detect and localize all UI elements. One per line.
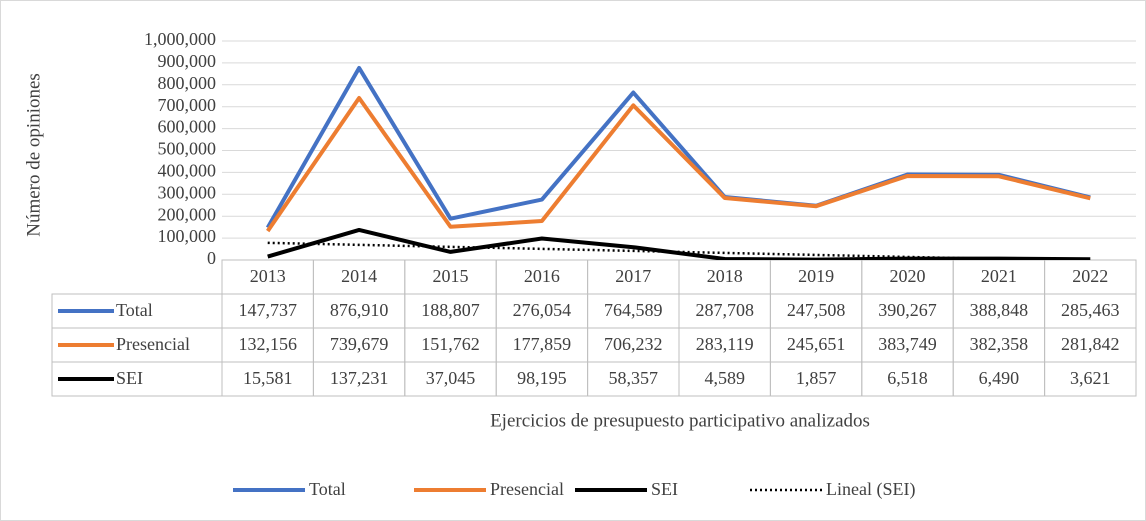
plot-area (265, 65, 1091, 260)
table-value: 6,518 (887, 368, 928, 388)
table-value: 245,651 (787, 334, 846, 354)
table-value: 147,737 (238, 300, 297, 320)
legend-label: Presencial (490, 479, 564, 499)
table-value: 283,119 (696, 334, 754, 354)
table-value: 137,231 (330, 368, 389, 388)
table-value: 390,267 (878, 300, 937, 320)
x-tick-label: 2021 (981, 266, 1017, 286)
legend-label: Total (309, 479, 346, 499)
table-value: 764,589 (604, 300, 663, 320)
x-tick-label: 2013 (250, 266, 286, 286)
x-tick-label: 2016 (524, 266, 560, 286)
table-value: 706,232 (604, 334, 663, 354)
y-tick-label: 0 (207, 248, 216, 268)
y-tick-label: 100,000 (158, 226, 217, 246)
table-value: 151,762 (421, 334, 480, 354)
series-line (266, 96, 1091, 233)
y-tick-label: 500,000 (158, 139, 217, 159)
table-value: 1,857 (796, 368, 837, 388)
table-value: 383,749 (878, 334, 937, 354)
table-row-label: SEI (116, 368, 143, 388)
table-value: 285,463 (1061, 300, 1120, 320)
table-value: 739,679 (330, 334, 389, 354)
y-tick-label: 400,000 (158, 161, 217, 181)
x-tick-label: 2015 (433, 266, 469, 286)
table-value: 388,848 (970, 300, 1029, 320)
x-tick-label: 2019 (798, 266, 834, 286)
table-value: 6,490 (979, 368, 1020, 388)
x-tick-label: 2022 (1072, 266, 1108, 286)
table-value: 287,708 (695, 300, 754, 320)
y-tick-label: 900,000 (158, 51, 217, 71)
x-tick-label: 2017 (615, 266, 651, 286)
table-value: 188,807 (421, 300, 480, 320)
y-tick-label: 300,000 (158, 182, 217, 202)
table-value: 15,581 (243, 368, 293, 388)
y-tick-label: 1,000,000 (144, 29, 216, 49)
series-line (267, 227, 1091, 260)
x-axis-title: Ejercicios de presupuesto participativo … (490, 410, 870, 431)
table-value: 382,358 (970, 334, 1029, 354)
table-value: 876,910 (330, 300, 389, 320)
table-cell (1044, 361, 1137, 397)
y-tick-label: 600,000 (158, 117, 217, 137)
table-value: 58,357 (609, 368, 659, 388)
table-value: 98,195 (517, 368, 567, 388)
table-value: 4,589 (704, 368, 745, 388)
y-tick-label: 800,000 (158, 73, 217, 93)
table-value: 3,621 (1070, 368, 1111, 388)
legend-label: Lineal (SEI) (826, 479, 915, 500)
y-tick-label: 200,000 (158, 204, 217, 224)
x-tick-label: 2020 (890, 266, 926, 286)
table-value: 281,842 (1061, 334, 1120, 354)
table-value: 247,508 (787, 300, 846, 320)
table-row-label: Total (116, 300, 153, 320)
x-tick-label: 2018 (707, 266, 743, 286)
y-axis-title: Número de opiniones (23, 73, 44, 237)
y-tick-label: 700,000 (158, 95, 217, 115)
x-tick-label: 2014 (341, 266, 377, 286)
table-value: 37,045 (426, 368, 476, 388)
table-row-label: Presencial (116, 334, 190, 354)
table-value: 177,859 (513, 334, 572, 354)
table-value: 132,156 (238, 334, 297, 354)
legend-label: SEI (651, 479, 678, 499)
table-value: 276,054 (513, 300, 572, 320)
